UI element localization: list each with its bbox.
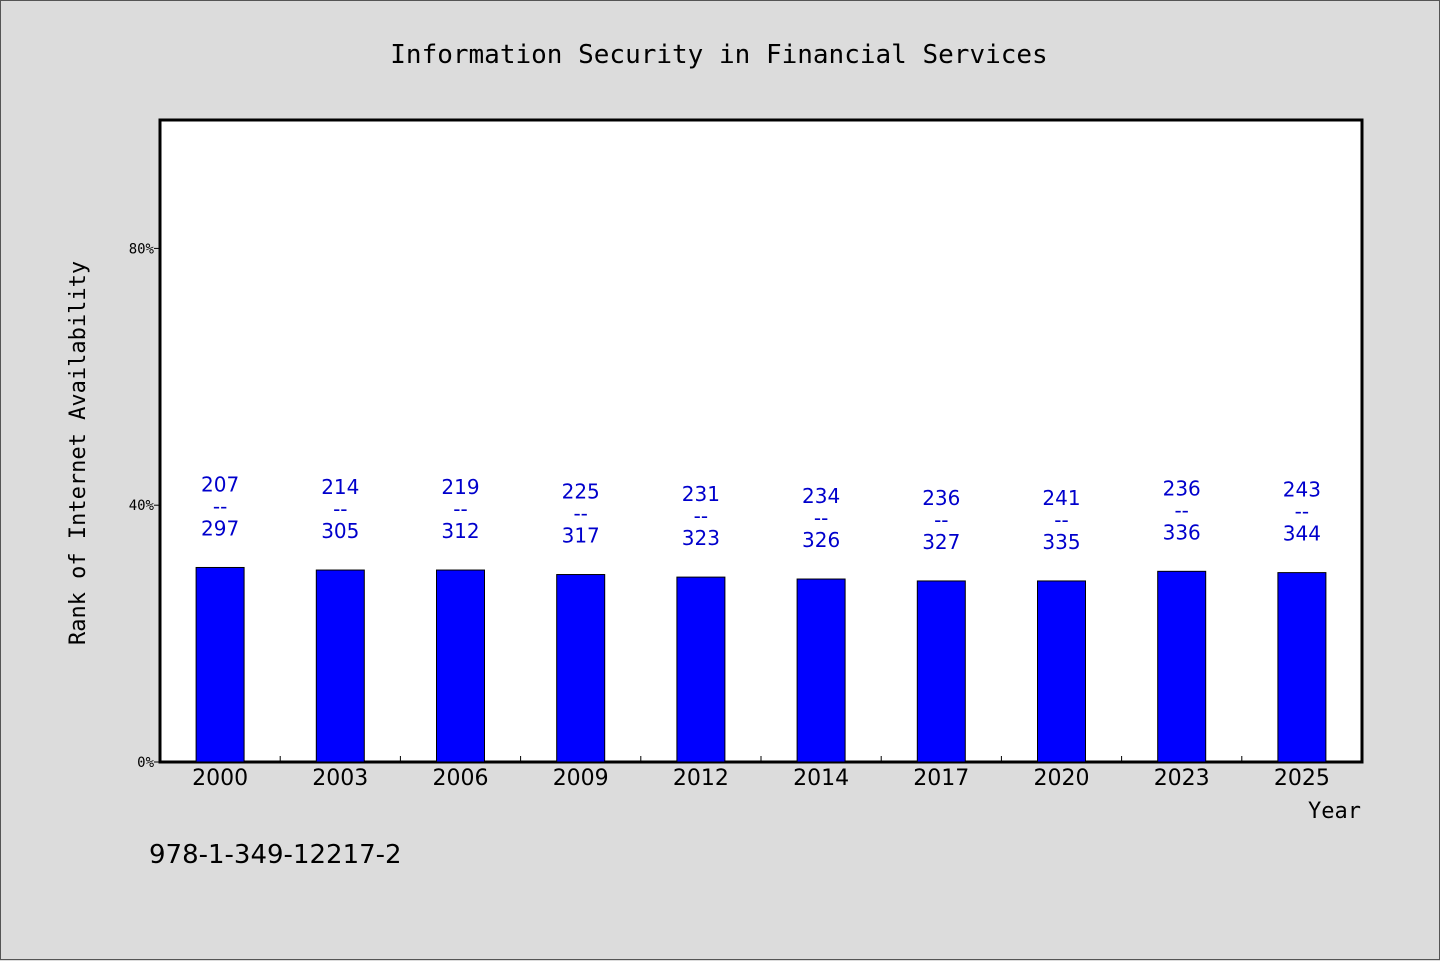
x-tick-label: 2017 (913, 766, 969, 791)
y-axis-label: Rank of Internet Availability (66, 261, 91, 645)
data-label-top: 225 (562, 480, 600, 504)
bar (796, 578, 846, 763)
data-label-bottom: 297 (201, 516, 239, 540)
bar (315, 569, 365, 763)
data-label-bottom: 317 (562, 524, 600, 548)
x-tick-label: 2003 (312, 766, 368, 791)
data-label-top: 219 (441, 475, 479, 499)
y-tick-label: 0% (137, 755, 154, 771)
x-tick-label: 2000 (192, 766, 248, 791)
x-tick-label: 2025 (1274, 766, 1330, 791)
bar (916, 580, 966, 763)
x-axis-label: Year (1308, 799, 1361, 824)
data-label-top: 207 (201, 472, 239, 496)
bar (1277, 572, 1327, 763)
data-label-bottom: 305 (321, 519, 359, 543)
data-label-bottom: 323 (682, 526, 720, 550)
data-label-top: 241 (1042, 486, 1080, 510)
y-tick-label: 80% (129, 241, 155, 257)
data-label-separator: -- (934, 508, 948, 532)
data-label-separator: -- (333, 497, 347, 521)
data-label-bottom: 312 (441, 519, 479, 543)
x-tick-label: 2009 (553, 766, 609, 791)
data-labels: 207--297214--305219--312225--317231--323… (201, 472, 1321, 553)
x-tick-label: 2012 (673, 766, 729, 791)
data-label-separator: -- (1295, 500, 1309, 524)
bar (195, 566, 245, 763)
bars (195, 566, 1327, 763)
footer-code: 978-1-349-12217-2 (149, 840, 402, 870)
data-label-top: 243 (1283, 478, 1321, 502)
x-tick-label: 2014 (793, 766, 849, 791)
x-tick-label: 2006 (433, 766, 489, 791)
x-tick-label: 2023 (1154, 766, 1210, 791)
data-label-bottom: 344 (1283, 522, 1321, 546)
chart-title: Information Security in Financial Servic… (390, 40, 1047, 70)
bar (1037, 580, 1086, 763)
data-label-bottom: 335 (1042, 530, 1080, 554)
data-label-bottom: 336 (1163, 520, 1201, 544)
bar (436, 569, 485, 763)
bar (556, 574, 606, 763)
data-label-separator: -- (213, 494, 227, 518)
data-label-separator: -- (1174, 498, 1188, 522)
data-label-top: 214 (321, 475, 359, 499)
y-tick-label: 40% (129, 498, 155, 514)
data-label-separator: -- (573, 502, 587, 526)
x-axis: 2000 2003 2006 2009 2012 2014 2017 2020 2023 2025 (192, 756, 1330, 791)
bar (1157, 570, 1207, 763)
bar (676, 576, 726, 763)
y-axis: 0% 40% 80% (129, 241, 160, 771)
data-label-top: 231 (682, 482, 720, 506)
data-label-separator: -- (814, 506, 828, 530)
data-label-bottom: 326 (802, 528, 840, 552)
data-label-separator: -- (694, 504, 708, 528)
data-label-top: 236 (1163, 476, 1201, 500)
data-label-separator: -- (453, 497, 467, 521)
data-label-top: 234 (802, 484, 840, 508)
data-label-bottom: 327 (922, 530, 960, 554)
x-tick-label: 2020 (1034, 766, 1090, 791)
data-label-top: 236 (922, 486, 960, 510)
data-label-separator: -- (1054, 508, 1068, 532)
